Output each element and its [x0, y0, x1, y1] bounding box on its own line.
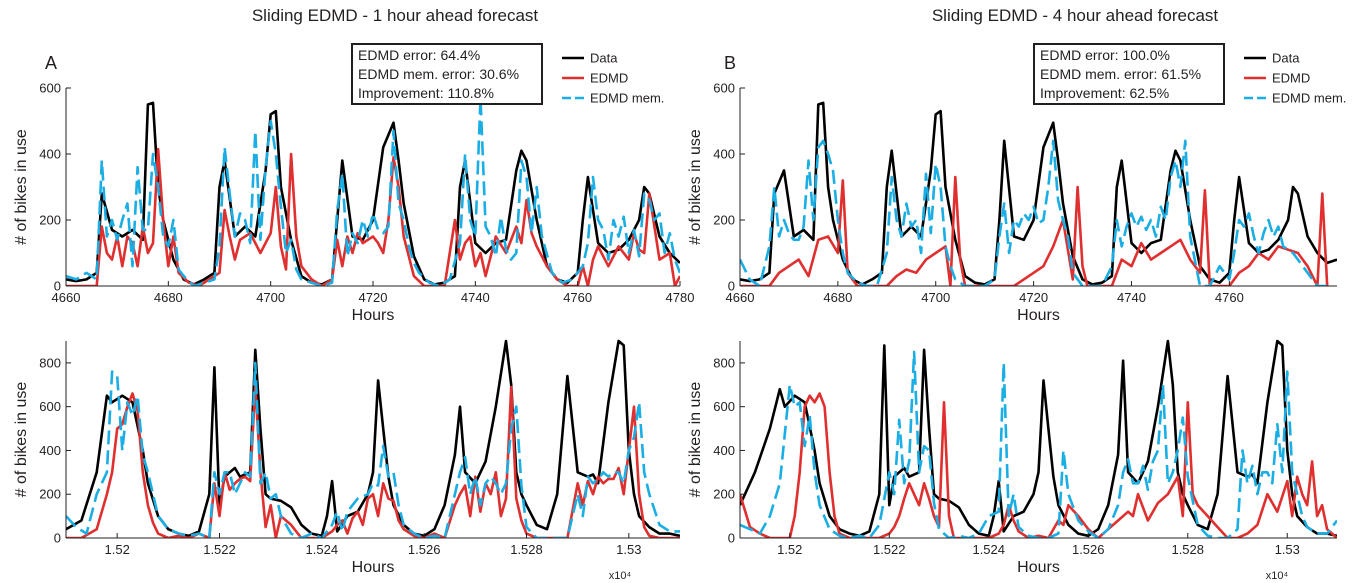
y-tick-label: 600: [39, 399, 61, 414]
x-tick-label: 1.524: [306, 542, 339, 557]
x-tick-label: 4740: [461, 290, 490, 305]
error-annotation-line: Improvement: 110.8%: [358, 85, 494, 101]
y-tick-label: 0: [728, 531, 735, 546]
error-annotation-line: EDMD error: 64.4%: [358, 47, 480, 63]
error-annotation-box: [351, 43, 543, 105]
y-tick-label: 400: [713, 443, 735, 458]
x-tick-label: 1.528: [1171, 542, 1204, 557]
y-tick-label: 400: [39, 443, 61, 458]
y-axis-label: # of bikes in use: [687, 129, 704, 245]
panel-letter-b: B: [724, 53, 737, 73]
series-line-edmd: [740, 392, 1337, 538]
x-multiplier-label: x10⁴: [1266, 570, 1289, 582]
x-axis-label: Hours: [1017, 559, 1060, 576]
x-tick-label: 4700: [256, 290, 285, 305]
legend-label: EDMD mem.: [590, 91, 664, 106]
y-tick-label: 200: [39, 213, 61, 228]
x-tick-label: 4740: [1117, 290, 1146, 305]
y-tick-label: 200: [713, 487, 735, 502]
panel-letter-a: A: [45, 53, 58, 73]
y-tick-label: 800: [713, 355, 735, 370]
x-tick-label: 4720: [1019, 290, 1048, 305]
series-group: [740, 339, 1337, 538]
x-tick-label: 4660: [726, 290, 755, 305]
y-tick-label: 0: [54, 531, 61, 546]
series-line-edmd-mem: [66, 96, 680, 286]
y-tick-label: 600: [39, 81, 61, 96]
y-tick-label: 400: [713, 147, 735, 162]
series-line-data: [740, 339, 1337, 538]
series-line-edmd-mem: [740, 350, 1337, 538]
x-axis-label: Hours: [1017, 307, 1060, 324]
y-axis-label: # of bikes in use: [13, 129, 30, 245]
y-axis-label: # of bikes in use: [13, 382, 30, 498]
legend-label: EDMD: [590, 71, 628, 86]
x-multiplier-label: x10⁴: [609, 570, 632, 582]
y-axis-label: # of bikes in use: [687, 382, 704, 498]
x-tick-label: 1.53: [616, 542, 641, 557]
x-tick-label: 1.52: [105, 542, 130, 557]
x-tick-label: 4680: [154, 290, 183, 305]
error-annotation-line: EDMD mem. error: 61.5%: [1040, 66, 1201, 82]
series-line-edmd: [740, 175, 1329, 286]
x-tick-label: 4760: [563, 290, 592, 305]
y-tick-label: 400: [39, 147, 61, 162]
x-tick-label: 1.524: [972, 542, 1005, 557]
x-tick-label: 4700: [921, 290, 950, 305]
x-tick-label: 1.52: [777, 542, 802, 557]
error-annotation-line: Improvement: 62.5%: [1040, 85, 1169, 101]
y-tick-label: 0: [54, 279, 61, 294]
error-annotation-line: EDMD mem. error: 30.6%: [358, 66, 519, 82]
series-line-edmd-mem: [66, 361, 680, 538]
x-tick-label: 4720: [359, 290, 388, 305]
legend-label: Data: [1272, 51, 1300, 66]
series-group: [66, 96, 680, 286]
y-tick-label: 600: [713, 81, 735, 96]
y-tick-label: 600: [713, 399, 735, 414]
legend-label: Data: [590, 51, 618, 66]
x-axis-label: Hours: [352, 559, 395, 576]
x-tick-label: 4680: [823, 290, 852, 305]
series-group: [740, 101, 1337, 286]
y-tick-label: 0: [728, 279, 735, 294]
x-tick-label: 4780: [666, 290, 695, 305]
y-tick-label: 800: [39, 355, 61, 370]
series-line-edmd: [66, 147, 680, 286]
column-title-a: Sliding EDMD - 1 hour ahead forecast: [251, 6, 539, 25]
legend-label: EDMD mem.: [1272, 91, 1346, 106]
x-tick-label: 1.526: [1072, 542, 1105, 557]
series-line-edmd-mem: [740, 139, 1328, 286]
x-axis-label: Hours: [352, 307, 395, 324]
x-tick-label: 4760: [1215, 290, 1244, 305]
x-tick-label: 1.53: [1275, 542, 1300, 557]
column-title-b: Sliding EDMD - 4 hour ahead forecast: [931, 6, 1219, 25]
x-tick-label: 1.522: [873, 542, 906, 557]
series-group: [66, 339, 680, 538]
legend-label: EDMD: [1272, 71, 1310, 86]
x-tick-label: 4660: [52, 290, 81, 305]
y-tick-label: 200: [713, 213, 735, 228]
x-tick-label: 1.522: [203, 542, 236, 557]
x-tick-label: 1.526: [408, 542, 441, 557]
y-tick-label: 200: [39, 487, 61, 502]
x-tick-label: 1.528: [510, 542, 543, 557]
series-line-data: [740, 101, 1337, 286]
error-annotation-line: EDMD error: 100.0%: [1040, 47, 1170, 63]
error-annotation-box: [1033, 43, 1225, 105]
